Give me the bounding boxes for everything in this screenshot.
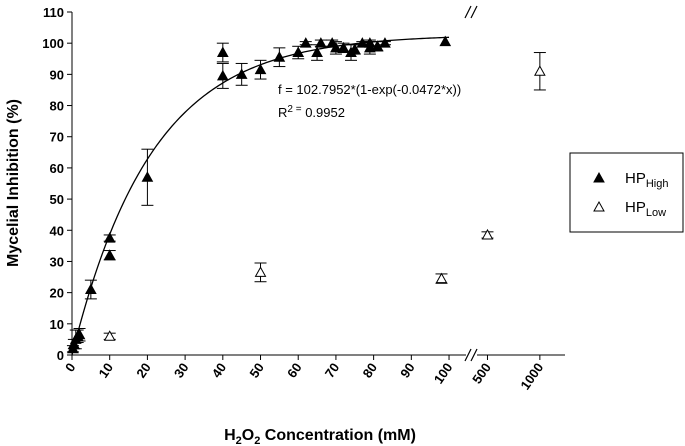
x-tick-label: 100 (431, 360, 456, 386)
y-tick-label: 30 (50, 254, 64, 269)
point (337, 41, 350, 53)
point (481, 228, 494, 240)
superscript: 2 = (287, 104, 301, 115)
r2-annotation: R2 = 0.9952 (278, 104, 345, 120)
r2-part: R (278, 105, 287, 120)
y-tick-label: 70 (50, 130, 64, 145)
point (73, 328, 86, 340)
subscript: 2 (254, 435, 260, 446)
legend-name: HP (625, 199, 646, 216)
legend-label: HPLow (625, 199, 666, 219)
x-title-part: Concentration (mM) (260, 427, 416, 444)
point (235, 68, 248, 79)
point (435, 272, 448, 284)
x-tick-label: 30 (171, 360, 192, 380)
x-tick-label: 0 (62, 360, 78, 375)
point (299, 37, 312, 48)
y-tick-label: 20 (50, 286, 64, 301)
point (141, 171, 154, 182)
x-axis-title: H2O2 Concentration (mM) (224, 427, 416, 446)
fit-annotation: f = 102.7952*(1-exp(-0.0472*x)) (278, 82, 461, 97)
point (103, 232, 116, 243)
point (439, 35, 452, 47)
point (371, 40, 384, 51)
y-tick-label: 60 (50, 161, 64, 176)
point (216, 69, 229, 81)
point (103, 330, 116, 341)
axis-break (464, 5, 478, 362)
x-tick-label: 10 (96, 360, 117, 380)
point (534, 65, 546, 76)
point (273, 51, 286, 62)
x-tick-label: 70 (322, 360, 343, 380)
x-tick-label: 90 (397, 360, 418, 380)
point (85, 283, 97, 295)
y-tick-label: 80 (50, 99, 64, 114)
subscript: 2 (236, 435, 242, 446)
y-tick-label: 90 (50, 67, 64, 82)
point (254, 63, 267, 75)
x-title-part: O (242, 427, 254, 444)
x-tick-label: 1000 (517, 360, 546, 392)
point (379, 37, 391, 48)
legend-box (569, 152, 684, 233)
y-tick-label: 110 (43, 5, 64, 20)
x-tick-label: 40 (209, 360, 230, 380)
point (356, 37, 369, 48)
point (348, 43, 361, 54)
legend-name: HP (625, 170, 646, 187)
x-title-part: H (224, 427, 236, 444)
y-tick-label: 0 (57, 348, 64, 363)
point (254, 266, 267, 277)
y-tick-label: 100 (42, 36, 64, 51)
point (292, 46, 305, 58)
point (314, 37, 327, 48)
legend-marker (593, 171, 605, 183)
y-tick-label: 50 (50, 192, 64, 207)
y-tick-label: 40 (50, 223, 64, 238)
x-tick-label: 60 (284, 360, 305, 380)
point (330, 41, 342, 53)
point (216, 46, 229, 58)
x-tick-label: 50 (246, 360, 267, 380)
legend-sub: Low (646, 207, 666, 219)
point (103, 249, 116, 260)
r2-part: 0.9952 (302, 105, 345, 120)
y-axis-title: Mycelial Inhibition (%) (5, 99, 22, 267)
y-tick-label: 10 (50, 317, 64, 332)
x-tick-label: 500 (469, 360, 494, 386)
legend-marker (593, 200, 605, 212)
point (311, 46, 323, 58)
legend-label: HPHigh (625, 170, 668, 190)
x-tick-label: 20 (133, 360, 154, 380)
x-tick-label: 80 (359, 360, 380, 380)
legend-sub: High (646, 178, 669, 190)
